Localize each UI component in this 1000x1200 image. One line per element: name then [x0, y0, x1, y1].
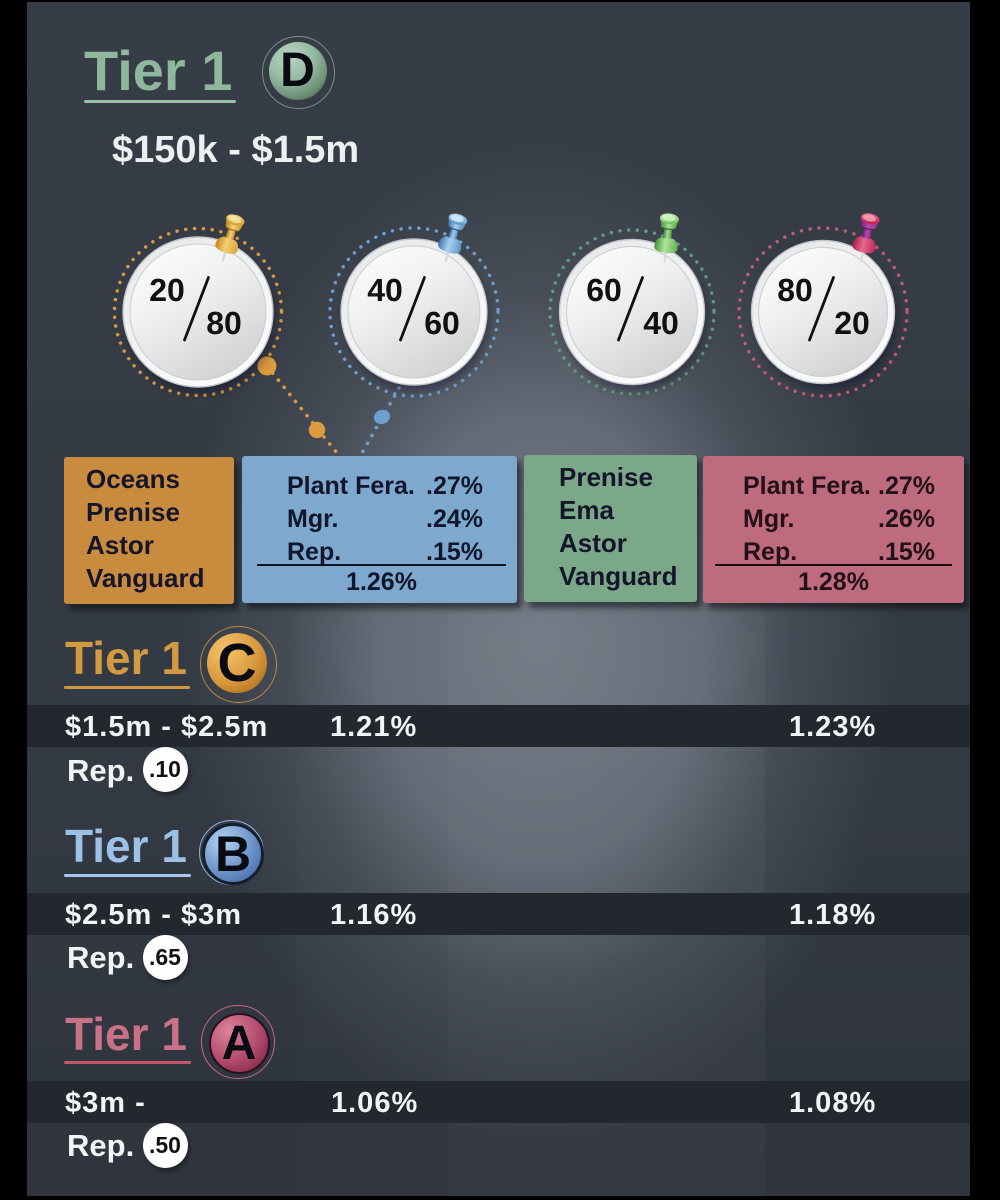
svg-text:40: 40: [643, 305, 679, 341]
svg-text:20: 20: [149, 272, 185, 308]
svg-text:20: 20: [834, 305, 870, 341]
svg-text:60: 60: [586, 272, 622, 308]
svg-text:60: 60: [424, 305, 460, 341]
svg-text:80: 80: [206, 305, 242, 341]
svg-text:80: 80: [777, 272, 813, 308]
svg-text:40: 40: [367, 272, 403, 308]
